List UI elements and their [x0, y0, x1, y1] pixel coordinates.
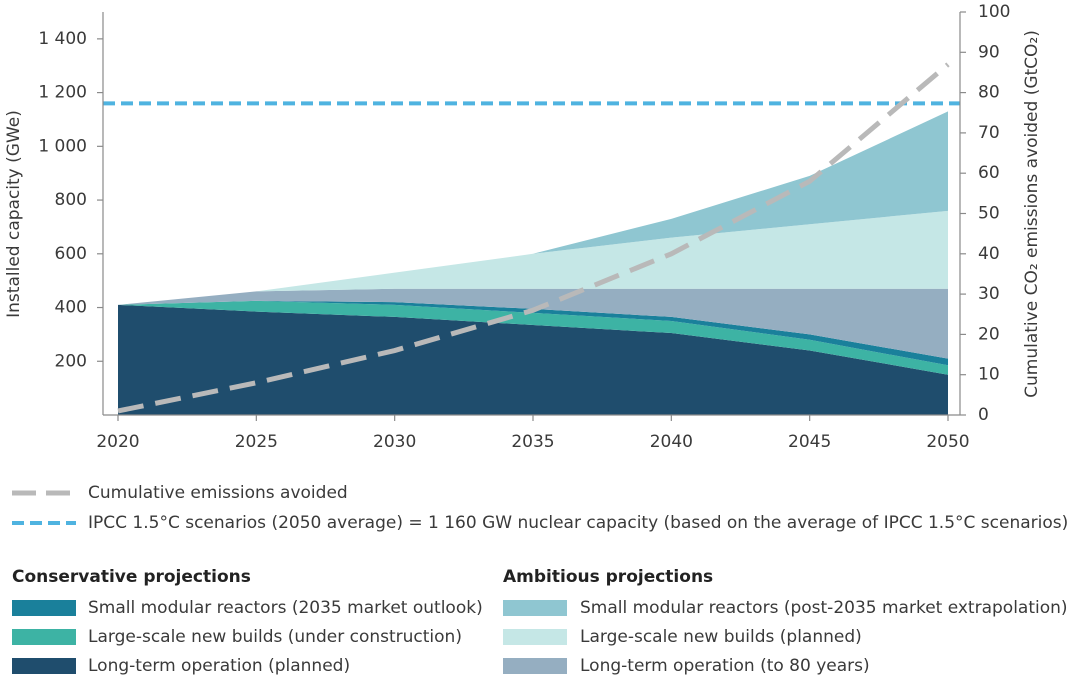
y2-tick-label: 30 [978, 284, 1000, 304]
y2-tick-label: 10 [978, 365, 1000, 385]
x-tick-label: 2035 [511, 432, 554, 452]
legend-swatch [12, 600, 76, 616]
legend-label: Long-term operation (to 80 years) [580, 656, 870, 676]
x-tick-label: 2025 [235, 432, 278, 452]
area [118, 111, 948, 305]
area [118, 300, 948, 375]
x-tick-label: 2030 [373, 432, 416, 452]
y-axis-label: Installed capacity (GWe) [4, 110, 24, 318]
y-tick-label: 200 [55, 351, 87, 371]
y2-tick-label: 60 [978, 163, 1000, 183]
legend-swatch [503, 658, 567, 674]
x-tick-label: 2040 [650, 432, 693, 452]
area [118, 304, 948, 415]
legend-swatch [503, 629, 567, 645]
y2-tick-label: 80 [978, 83, 1000, 103]
y2-tick-label: 40 [978, 244, 1000, 264]
legend-label: Large-scale new builds (under constructi… [88, 627, 462, 647]
x-tick-label: 2050 [926, 432, 969, 452]
area [118, 300, 948, 366]
area [118, 210, 948, 305]
legend-label: Small modular reactors (2035 market outl… [88, 598, 483, 618]
y2-tick-label: 20 [978, 324, 1000, 344]
y-tick-label: 800 [55, 190, 87, 210]
y-tick-label: 400 [55, 298, 87, 318]
y2-tick-label: 90 [978, 42, 1000, 62]
y-tick-label: 1 000 [38, 136, 87, 156]
y-tick-label: 600 [55, 244, 87, 264]
x-tick-label: 2045 [788, 432, 831, 452]
legend-label: Small modular reactors (post-2035 market… [580, 598, 1068, 618]
y-tick-label: 1 400 [38, 29, 87, 49]
legend-label: Cumulative emissions avoided [88, 483, 348, 503]
y-tick-label: 1 200 [38, 83, 87, 103]
y2-axis-label: Cumulative CO₂ emissions avoided (GtCO₂) [1022, 30, 1042, 398]
y2-tick-label: 100 [978, 2, 1010, 22]
area [118, 288, 948, 359]
line [117, 62, 950, 414]
legend-label: Large-scale new builds (planned) [580, 627, 862, 647]
y2-tick-label: 70 [978, 123, 1000, 143]
y2-tick-label: 50 [978, 204, 1000, 224]
x-tick-label: 2020 [96, 432, 139, 452]
legend-group-title: Ambitious projections [503, 567, 713, 587]
legend-group-title: Conservative projections [12, 567, 251, 587]
legend-swatch [12, 629, 76, 645]
legend-label: IPCC 1.5°C scenarios (2050 average) = 1 … [88, 513, 1068, 533]
legend-swatch [12, 658, 76, 674]
legend-swatch [503, 600, 567, 616]
legend-label: Long-term operation (planned) [88, 656, 350, 676]
y2-tick-label: 0 [978, 405, 989, 425]
